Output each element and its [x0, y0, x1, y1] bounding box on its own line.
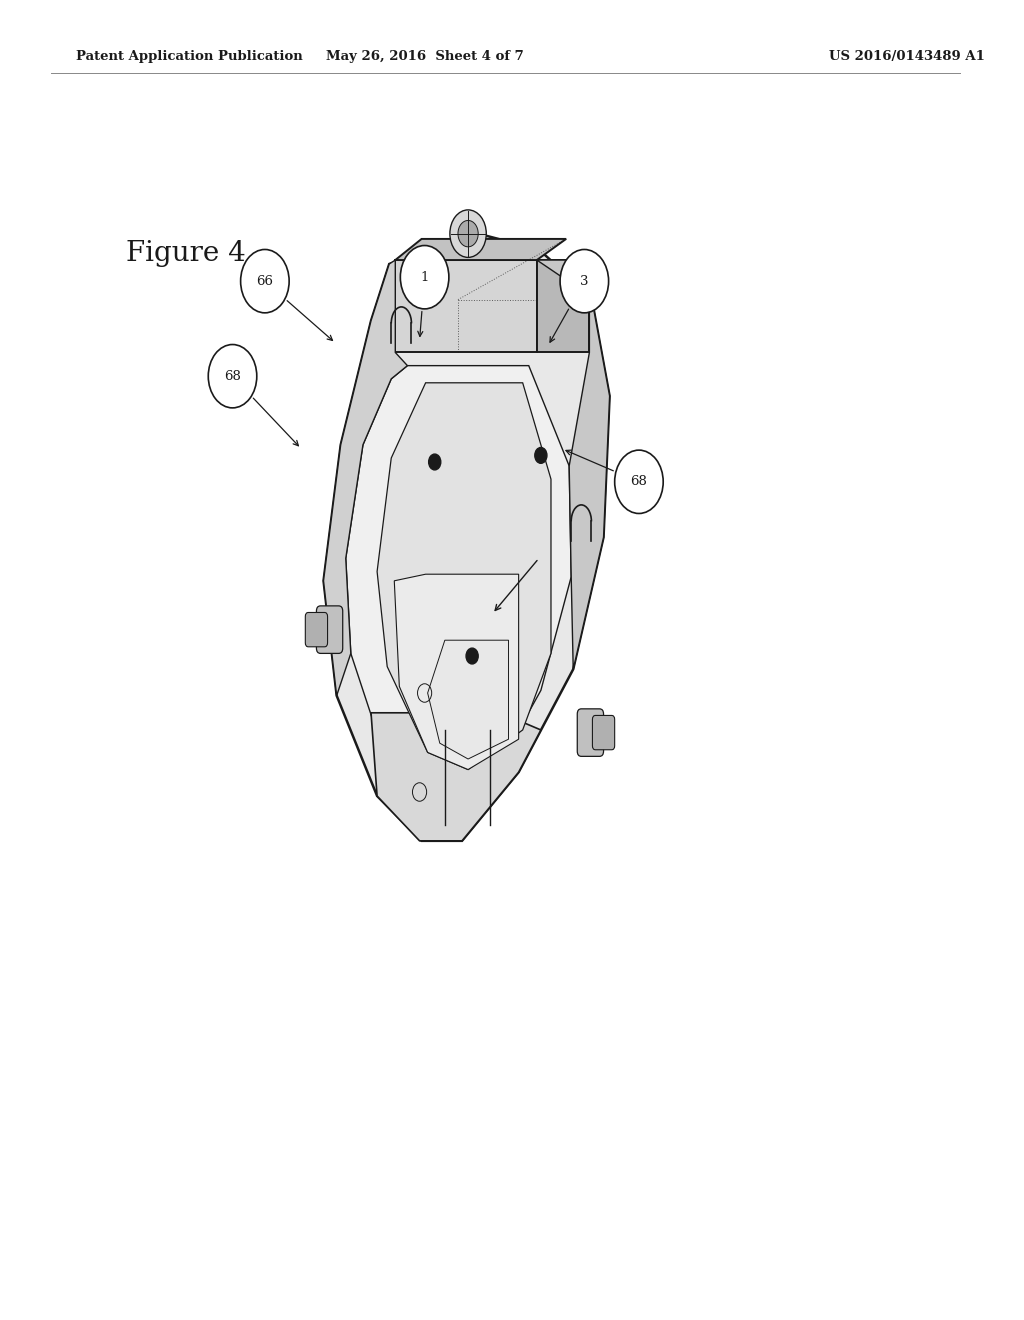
- Circle shape: [208, 345, 257, 408]
- Polygon shape: [377, 383, 551, 770]
- Text: 68: 68: [631, 475, 647, 488]
- Circle shape: [560, 249, 608, 313]
- FancyBboxPatch shape: [578, 709, 603, 756]
- Polygon shape: [394, 574, 518, 770]
- Text: 66: 66: [256, 275, 273, 288]
- Polygon shape: [324, 260, 408, 696]
- Polygon shape: [395, 239, 566, 260]
- Text: Figure 4: Figure 4: [126, 240, 246, 267]
- FancyBboxPatch shape: [593, 715, 614, 750]
- FancyBboxPatch shape: [305, 612, 328, 647]
- Text: US 2016/0143489 A1: US 2016/0143489 A1: [829, 50, 985, 63]
- Text: 68: 68: [224, 370, 241, 383]
- Polygon shape: [371, 713, 541, 841]
- Circle shape: [614, 450, 664, 513]
- Circle shape: [458, 220, 478, 247]
- Polygon shape: [346, 366, 571, 807]
- Circle shape: [400, 246, 449, 309]
- Circle shape: [535, 447, 547, 463]
- Polygon shape: [324, 234, 609, 841]
- Circle shape: [450, 210, 486, 257]
- Circle shape: [429, 454, 440, 470]
- Circle shape: [241, 249, 289, 313]
- Text: Patent Application Publication: Patent Application Publication: [76, 50, 302, 63]
- Text: 3: 3: [580, 275, 589, 288]
- FancyBboxPatch shape: [316, 606, 343, 653]
- Text: May 26, 2016  Sheet 4 of 7: May 26, 2016 Sheet 4 of 7: [326, 50, 523, 63]
- Text: 1: 1: [421, 271, 429, 284]
- Polygon shape: [428, 640, 509, 759]
- Polygon shape: [537, 260, 609, 669]
- Polygon shape: [537, 260, 590, 352]
- Circle shape: [466, 648, 478, 664]
- Polygon shape: [395, 260, 537, 352]
